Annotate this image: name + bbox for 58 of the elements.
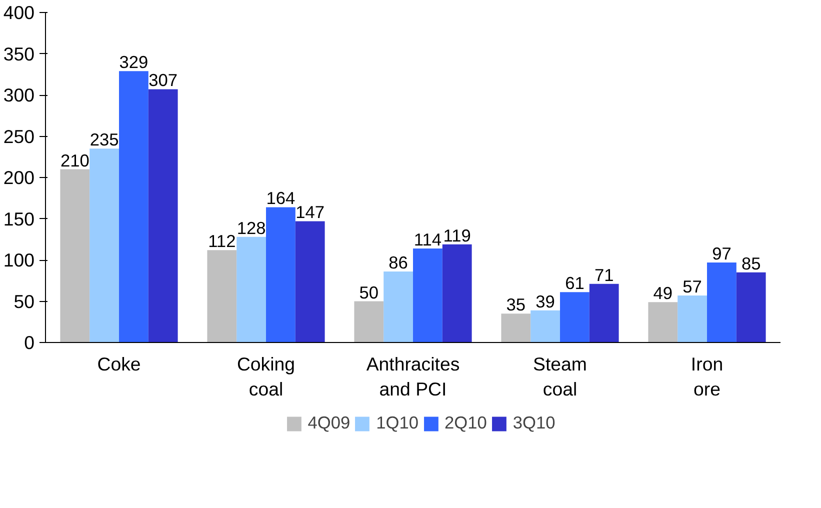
bar	[501, 314, 531, 342]
bar	[60, 169, 90, 342]
data-label: 235	[90, 130, 119, 150]
bar	[354, 301, 384, 342]
x-tick-label: Iron ore	[690, 354, 724, 400]
y-tick-label: 150	[3, 208, 35, 230]
data-label: 86	[388, 252, 408, 273]
data-label: 49	[653, 283, 673, 304]
bar	[442, 244, 472, 342]
data-label: 39	[536, 291, 555, 312]
data-label: 164	[266, 188, 296, 208]
bar	[119, 71, 148, 342]
bar	[560, 292, 590, 342]
legend-label: 3Q10	[512, 412, 556, 434]
bar	[413, 248, 442, 342]
data-label: 57	[682, 276, 702, 296]
bar	[148, 89, 178, 342]
bar	[530, 310, 560, 342]
legend-label: 2Q10	[444, 412, 487, 434]
data-label: 128	[236, 218, 266, 238]
data-label: 147	[296, 202, 325, 222]
y-tick-label: 200	[3, 167, 35, 188]
bar	[90, 148, 119, 342]
x-tick-label: Steam coal	[533, 354, 587, 400]
x-tick-label: Anthracites and PCI	[366, 354, 460, 400]
y-tick-label: 250	[3, 126, 35, 147]
data-label: 112	[208, 231, 236, 252]
data-label: 119	[443, 225, 471, 246]
y-tick-label: 100	[3, 250, 35, 270]
bar	[707, 262, 736, 342]
data-label: 97	[712, 243, 732, 264]
y-tick-label: 0	[24, 332, 35, 353]
data-label: 114	[414, 229, 442, 250]
data-label: 50	[359, 282, 379, 302]
data-label: 307	[148, 70, 178, 90]
data-label: 61	[565, 273, 584, 294]
bar	[266, 207, 296, 342]
y-tick-label: 350	[3, 43, 35, 64]
bar	[236, 236, 266, 342]
bar	[295, 221, 325, 342]
bar	[736, 272, 766, 342]
bar	[207, 250, 237, 342]
y-tick-label: 50	[14, 290, 35, 312]
bar	[648, 302, 678, 342]
data-label: 329	[119, 52, 148, 72]
x-tick-label: Coking coal	[236, 354, 296, 400]
legend-label: 4Q09	[308, 412, 350, 434]
bar	[678, 295, 707, 342]
x-tick-label: Coke	[97, 354, 141, 374]
data-label: 71	[594, 264, 614, 285]
bar	[589, 284, 619, 342]
data-label: 85	[741, 253, 761, 274]
legend-label: 1Q10	[376, 412, 418, 434]
data-label: 35	[506, 294, 526, 315]
bar	[384, 272, 413, 342]
y-tick-label: 400	[3, 2, 35, 23]
y-tick-label: 300	[3, 84, 35, 106]
data-label: 210	[60, 150, 90, 170]
